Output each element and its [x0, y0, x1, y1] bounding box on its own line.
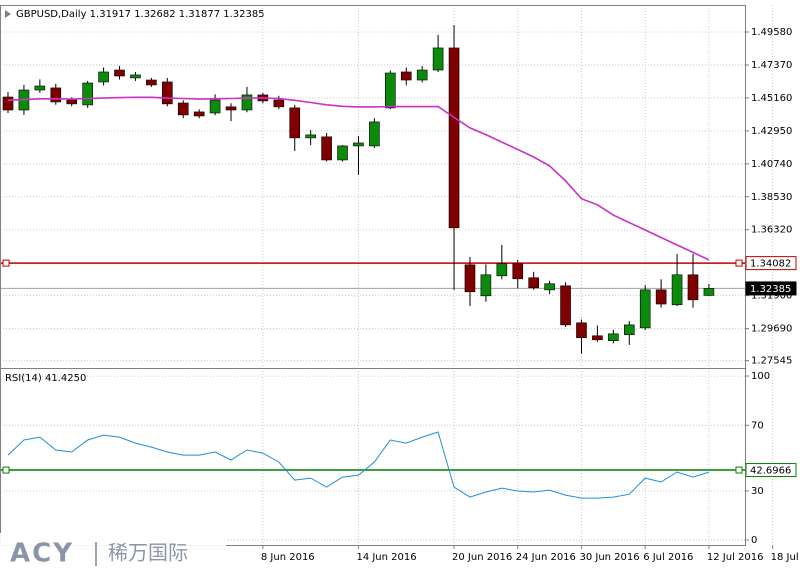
candle-body [560, 285, 571, 326]
candle-body [146, 79, 157, 86]
price-label-box [745, 256, 797, 271]
y-tick-label: 1.40740 [751, 159, 792, 170]
candle-body [671, 274, 683, 306]
candle-body [193, 111, 205, 117]
candle-body [400, 71, 412, 81]
candle-body [432, 47, 444, 71]
candle-body [528, 277, 539, 289]
candle-body [321, 136, 332, 161]
candle-body [687, 274, 699, 301]
price-label: 1.34082 [750, 259, 791, 270]
candle-body [337, 145, 348, 161]
price-label: 1.32385 [750, 284, 791, 295]
x-tick-label: 24 Jun 2016 [516, 552, 576, 563]
y-tick-label: 1.29690 [751, 324, 792, 335]
candle-body [512, 263, 524, 280]
candle-body [639, 289, 651, 329]
watermark: ACY 稀万国际 [0, 533, 226, 575]
candle-body [353, 142, 364, 147]
rsi-line [7, 431, 710, 499]
y-tick-label: 1.47370 [751, 60, 792, 71]
y-tick-label: 1.36320 [751, 225, 792, 236]
candle-body [225, 106, 237, 111]
candle-body [385, 72, 396, 109]
price-label-box [745, 463, 797, 478]
candle-body [480, 274, 492, 297]
x-tick-label: 20 Jun 2016 [452, 552, 512, 563]
candle-body [82, 82, 93, 106]
y-tick-label: 30 [751, 486, 764, 497]
panel-title: RSI(14) 41.4250 [5, 373, 86, 384]
y-tick-label: 100 [751, 371, 770, 382]
line-anchor [2, 466, 10, 474]
candle-body [98, 71, 109, 83]
candle-body [241, 94, 253, 111]
candle-body [544, 283, 555, 291]
x-tick-label: 6 Jul 2016 [643, 552, 693, 563]
candle-body [496, 263, 508, 277]
candle-body [177, 102, 189, 116]
x-tick-label: 18 Jul 2016 [771, 552, 800, 563]
line-anchor [735, 259, 743, 267]
candle-body [50, 87, 62, 103]
candle-body [576, 322, 587, 339]
candle-body [623, 324, 635, 336]
candle-body [369, 121, 380, 147]
line-anchor [2, 259, 10, 267]
price-label: 42.6966 [750, 466, 791, 477]
watermark-bg [0, 533, 226, 575]
chart-layer: 1.49580 1.47370 1.45160 1.42950 1.40740 1.385… [0, 5, 800, 563]
y-tick-label: 1.49580 [751, 27, 792, 38]
candle-body [464, 264, 476, 293]
candle-body [655, 289, 667, 305]
candle-body [305, 134, 316, 139]
candle-body [592, 335, 603, 341]
candle-body [703, 288, 715, 296]
candle-body [130, 74, 141, 79]
x-tick-label: 12 Jul 2016 [707, 552, 764, 563]
candle-body [273, 99, 285, 108]
y-tick-label: 1.27545 [751, 356, 792, 367]
price-label-box [745, 281, 797, 296]
watermark-brand: ACY [10, 539, 74, 569]
line-anchor [735, 466, 743, 474]
title-icon [5, 10, 11, 18]
chart-title: GBPUSD,Daily 1.31917 1.32682 1.31877 1.3… [16, 9, 265, 20]
candle-body [34, 85, 46, 91]
candle-body [608, 333, 619, 342]
candle-body [448, 47, 460, 229]
y-tick-label: 0 [751, 535, 757, 546]
watermark-name: 稀万国际 [108, 541, 188, 565]
moving-average [7, 96, 710, 261]
candle-body [162, 81, 173, 105]
y-tick-label: 70 [751, 420, 764, 431]
x-tick-label: 8 Jun 2016 [261, 552, 315, 563]
candle-body [66, 99, 78, 105]
plot-border [0, 5, 746, 546]
x-tick-label: 14 Jun 2016 [356, 552, 416, 563]
candle-body [416, 69, 428, 81]
candle-body [2, 96, 14, 111]
y-tick-label: 1.45160 [751, 93, 792, 104]
y-tick-label: 1.38530 [751, 192, 792, 203]
x-tick-label: 30 Jun 2016 [579, 552, 639, 563]
y-tick-label: 1.31900 [751, 291, 792, 302]
overlay-layer: 1.34082 1.32385 42.6966 [745, 256, 797, 478]
candle-body [289, 107, 301, 139]
y-tick-label: 1.42950 [751, 126, 792, 137]
candle-body [209, 99, 221, 114]
candle-body [114, 69, 125, 77]
